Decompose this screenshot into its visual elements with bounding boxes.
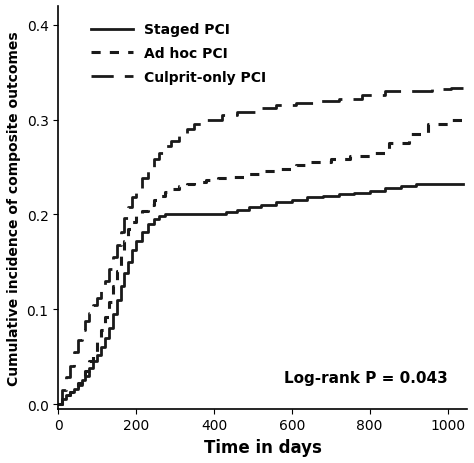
Text: Log-rank P = 0.043: Log-rank P = 0.043	[284, 370, 448, 385]
Y-axis label: Cumulative incidence of composite outcomes: Cumulative incidence of composite outcom…	[7, 31, 21, 385]
Legend: Staged PCI, Ad hoc PCI, Culprit-only PCI: Staged PCI, Ad hoc PCI, Culprit-only PCI	[86, 18, 272, 90]
X-axis label: Time in days: Time in days	[204, 438, 321, 456]
